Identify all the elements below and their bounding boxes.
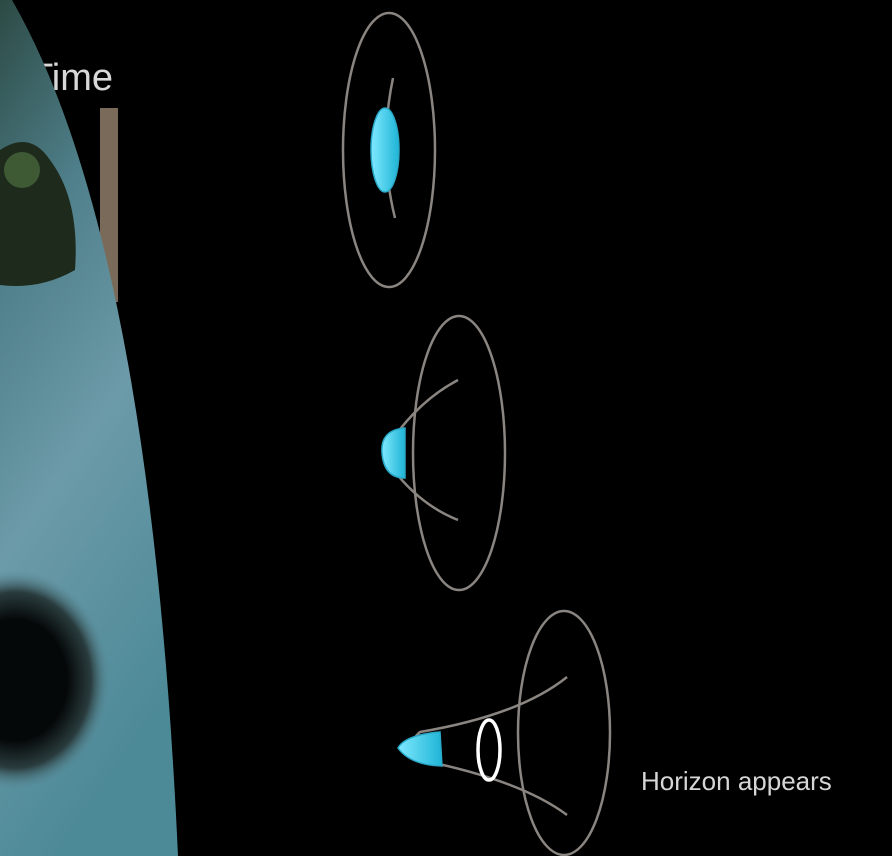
- slide: Time Horizon appears: [0, 0, 892, 856]
- page: {"slide": {"title": "Time", "caption": "…: [0, 0, 892, 856]
- caption: Horizon appears: [641, 766, 832, 796]
